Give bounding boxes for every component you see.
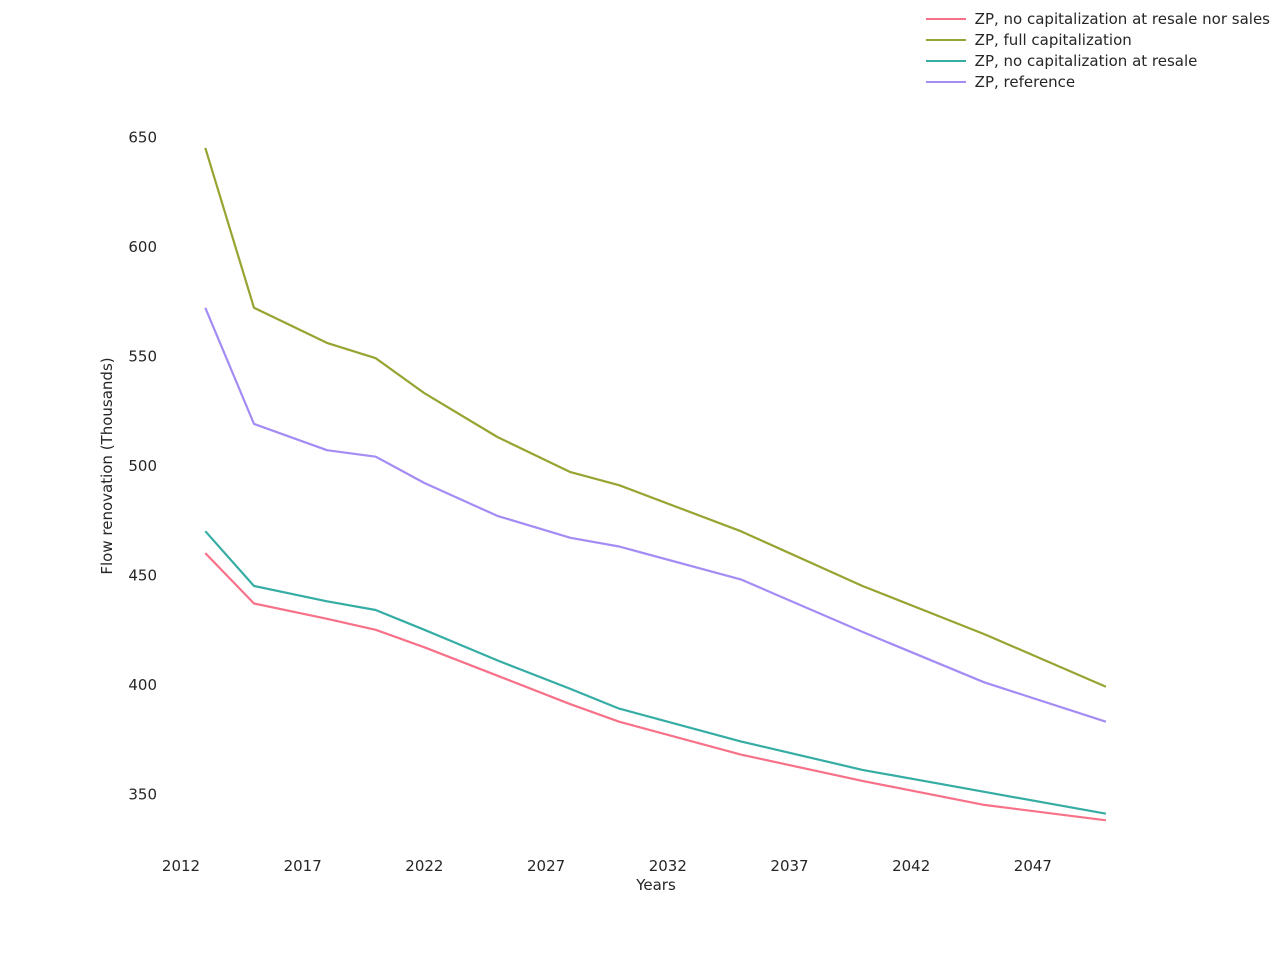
x-tick-label: 2047: [1014, 857, 1052, 875]
legend-item-2: ZP, no capitalization at resale: [925, 50, 1270, 71]
legend-line-swatch: [925, 38, 966, 41]
x-tick-label: 2032: [649, 857, 687, 875]
y-tick-label: 400: [128, 676, 157, 694]
y-tick-label: 600: [128, 238, 157, 256]
legend-line-swatch: [925, 80, 966, 83]
y-tick-label: 500: [128, 457, 157, 475]
x-tick-label: 2017: [284, 857, 322, 875]
x-tick-label: 2022: [405, 857, 443, 875]
legend-label: ZP, no capitalization at resale: [974, 51, 1198, 70]
y-axis-label: Flow renovation (Thousands): [98, 357, 116, 574]
y-tick-label: 450: [128, 567, 157, 585]
legend-item-3: ZP, reference: [925, 71, 1270, 92]
y-tick-label: 650: [128, 129, 157, 147]
y-tick-label: 350: [128, 786, 157, 804]
y-axis-tick-labels: 350 400 450 500 550 600 650: [128, 129, 157, 804]
legend-item-1: ZP, full capitalization: [925, 29, 1270, 50]
legend-line-swatch: [925, 17, 966, 20]
legend-label: ZP, reference: [974, 72, 1076, 91]
chart-series-lines: [204, 147, 1107, 822]
series-line-3: [204, 307, 1107, 723]
x-tick-label: 2037: [770, 857, 808, 875]
legend: ZP, no capitalization at resale nor sale…: [925, 8, 1270, 92]
legend-label: ZP, no capitalization at resale nor sale…: [974, 9, 1270, 28]
legend-label: ZP, full capitalization: [974, 30, 1132, 49]
x-tick-label: 2012: [162, 857, 200, 875]
legend-line-swatch: [925, 59, 966, 62]
x-axis-label: Years: [635, 876, 676, 894]
x-tick-label: 2027: [527, 857, 565, 875]
series-line-2: [204, 530, 1107, 815]
x-axis-tick-labels: 2012 2017 2022 2027 2032 2037 2042 2047: [162, 857, 1052, 875]
series-line-1: [204, 147, 1107, 688]
legend-item-0: ZP, no capitalization at resale nor sale…: [925, 8, 1270, 29]
series-line-0: [204, 552, 1107, 822]
x-tick-label: 2042: [892, 857, 930, 875]
y-tick-label: 550: [128, 348, 157, 366]
